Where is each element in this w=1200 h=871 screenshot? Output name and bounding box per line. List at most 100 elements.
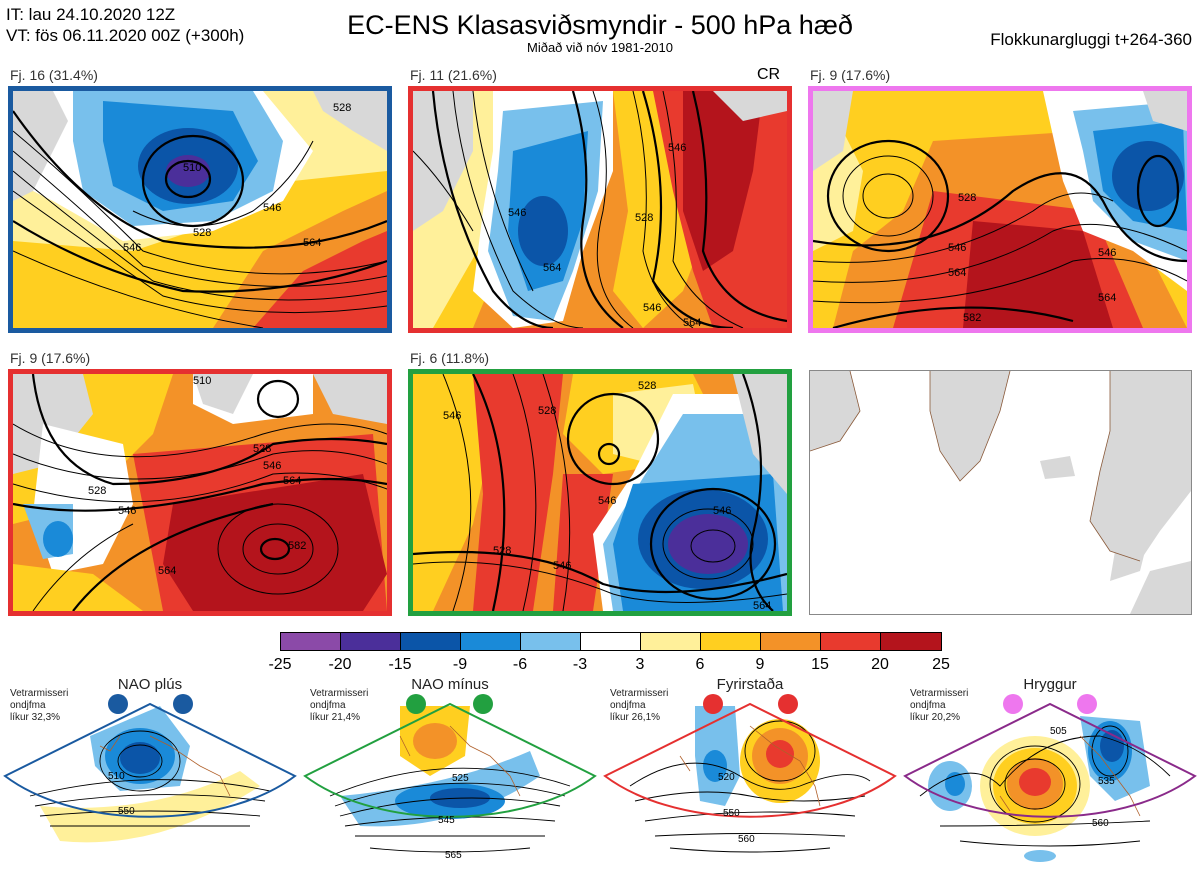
regime-marker [778,694,798,714]
colorbar-tick: 20 [871,656,889,673]
contour-label: 546 [118,505,136,517]
colorbar-box [280,632,341,651]
cluster-3-label: Fj. 9 (17.6%) [810,67,891,83]
cluster-map-1: 510 528 546 546 564 528 [8,86,392,333]
map-title: EC-ENS Klasasviðsmyndir - 500 hPa hæð [347,10,853,40]
contour-label: 528 [635,212,653,224]
colorbar-box [520,632,581,651]
regime-note: Vetrarmisseri ondjfma líkur 32,3% [10,688,69,723]
regime-nao-minus: 525 545 565 NAO mínus Vetrarmisseri ondj… [300,676,600,871]
colorbar-box [460,632,521,651]
colorbar-tick: 25 [932,656,950,673]
contour-label: 550 [723,808,740,819]
regime-ridge: 505 535 560 Hryggur Vetrarmisseri ondjfm… [900,676,1200,871]
contour-label: 564 [543,262,561,274]
map-subtitle: Miðað við nóv 1981-2010 [527,40,673,55]
contour-label: 550 [118,806,135,817]
contour-label: 520 [718,772,735,783]
contour-label: 564 [1098,292,1116,304]
colorbar-box [340,632,401,651]
colorbar-box [760,632,821,651]
colorbar-tick: -9 [452,656,468,673]
contour-label: 560 [1092,818,1109,829]
contour-label: 564 [683,317,701,328]
contour-label: 546 [713,505,731,517]
colorbar-tick: 3 [635,656,645,673]
classification-window: Flokkunargluggi t+264-360 [990,30,1192,49]
colorbar-tick: -25 [268,656,292,673]
contour-label: 546 [443,410,461,422]
cluster-5-label: Fj. 6 (11.8%) [410,350,490,366]
regime-nao-minus-map: 525 545 565 [303,694,597,861]
cluster-2-label: Fj. 11 (21.6%) [410,67,497,83]
contour-label: 546 [643,302,661,314]
contour-label: 546 [948,242,966,254]
cluster-3-anomaly-svg: 528 546 546 564 564 582 [813,91,1187,328]
contour-label: 528 [538,405,556,417]
contour-label: 510 [108,771,125,782]
cluster-5-anomaly-svg: 528 528 546 546 546 564 528 546 [413,374,787,611]
contour-label: 546 [553,560,571,572]
cluster-map-2: 546 564 528 546 546 564 [408,86,792,333]
contour-label: 546 [263,460,281,472]
cluster-map-5: 528 528 546 546 546 564 528 546 [408,369,792,616]
contour-label: 582 [963,312,981,324]
colorbar-box [700,632,761,651]
contour-label: 564 [158,565,176,577]
contour-label: 546 [1098,247,1116,259]
regime-note: Vetrarmisseri ondjfma líkur 21,4% [310,688,369,723]
contour-label: 546 [263,202,281,214]
contour-label: 545 [438,815,455,826]
regime-ridge-map: 505 535 560 [903,694,1197,862]
regime-marker [1003,694,1023,714]
header-info: IT: lau 24.10.2020 12Z VT: fös 06.11.202… [6,4,244,46]
contour-label: 528 [333,102,351,114]
contour-label: 564 [283,475,301,487]
cluster-4-anomaly-svg: 510 528 546 564 528 546 564 582 [13,374,387,611]
contour-label: 510 [183,162,201,174]
regime-name: NAO mínus [411,676,489,693]
cluster-2-anomaly-svg: 546 564 528 546 546 564 [413,91,787,328]
regime-marker [1077,694,1097,714]
colorbar-box [820,632,881,651]
cluster-map-3: 528 546 546 564 564 582 [808,86,1192,333]
contour-label: 505 [1050,726,1067,737]
colorbar-tick: 6 [695,656,705,673]
contour-label: 560 [738,834,755,845]
cluster-4-label: Fj. 9 (17.6%) [10,350,91,366]
colorbar-tick: -20 [328,656,352,673]
contour-label: 564 [303,237,321,249]
contour-label: 528 [638,380,656,392]
contour-label: 510 [193,375,211,387]
contour-label: 546 [598,495,616,507]
colorbar-tick: 15 [811,656,829,673]
regime-marker [108,694,128,714]
regime-marker [703,694,723,714]
contour-label: 564 [753,600,771,611]
colorbar-tick: 9 [755,656,765,673]
regime-marker [173,694,193,714]
regime-note: Vetrarmisseri ondjfma líkur 26,1% [610,688,669,723]
contour-label: 528 [493,545,511,557]
regime-blocking: 520 550 560 Fyrirstaða Vetrarmisseri ond… [600,676,900,871]
colorbar-box [400,632,461,651]
colorbar-box [880,632,942,651]
regime-marker [406,694,426,714]
cluster-1-anomaly-svg: 510 528 546 546 564 528 [13,91,387,328]
colorbar-tick: -6 [512,656,528,673]
contour-label: 546 [123,242,141,254]
colorbar-box [580,632,641,651]
contour-label: 546 [668,142,686,154]
control-run-label: CR [757,66,781,83]
contour-label: 528 [88,485,106,497]
colorbar-box [640,632,701,651]
regime-name: NAO plús [117,676,183,693]
contour-label: 546 [508,207,526,219]
regime-nao-plus: 510 550 NAO plús Vetrarmisseri ondjfma l… [0,676,300,871]
regime-nao-plus-map: 510 550 [3,694,297,843]
base-map-svg [810,371,1191,614]
cluster-1-label: Fj. 16 (31.4%) [10,67,98,83]
regime-marker [473,694,493,714]
base-map [809,370,1192,615]
contour-label: 565 [445,850,462,861]
